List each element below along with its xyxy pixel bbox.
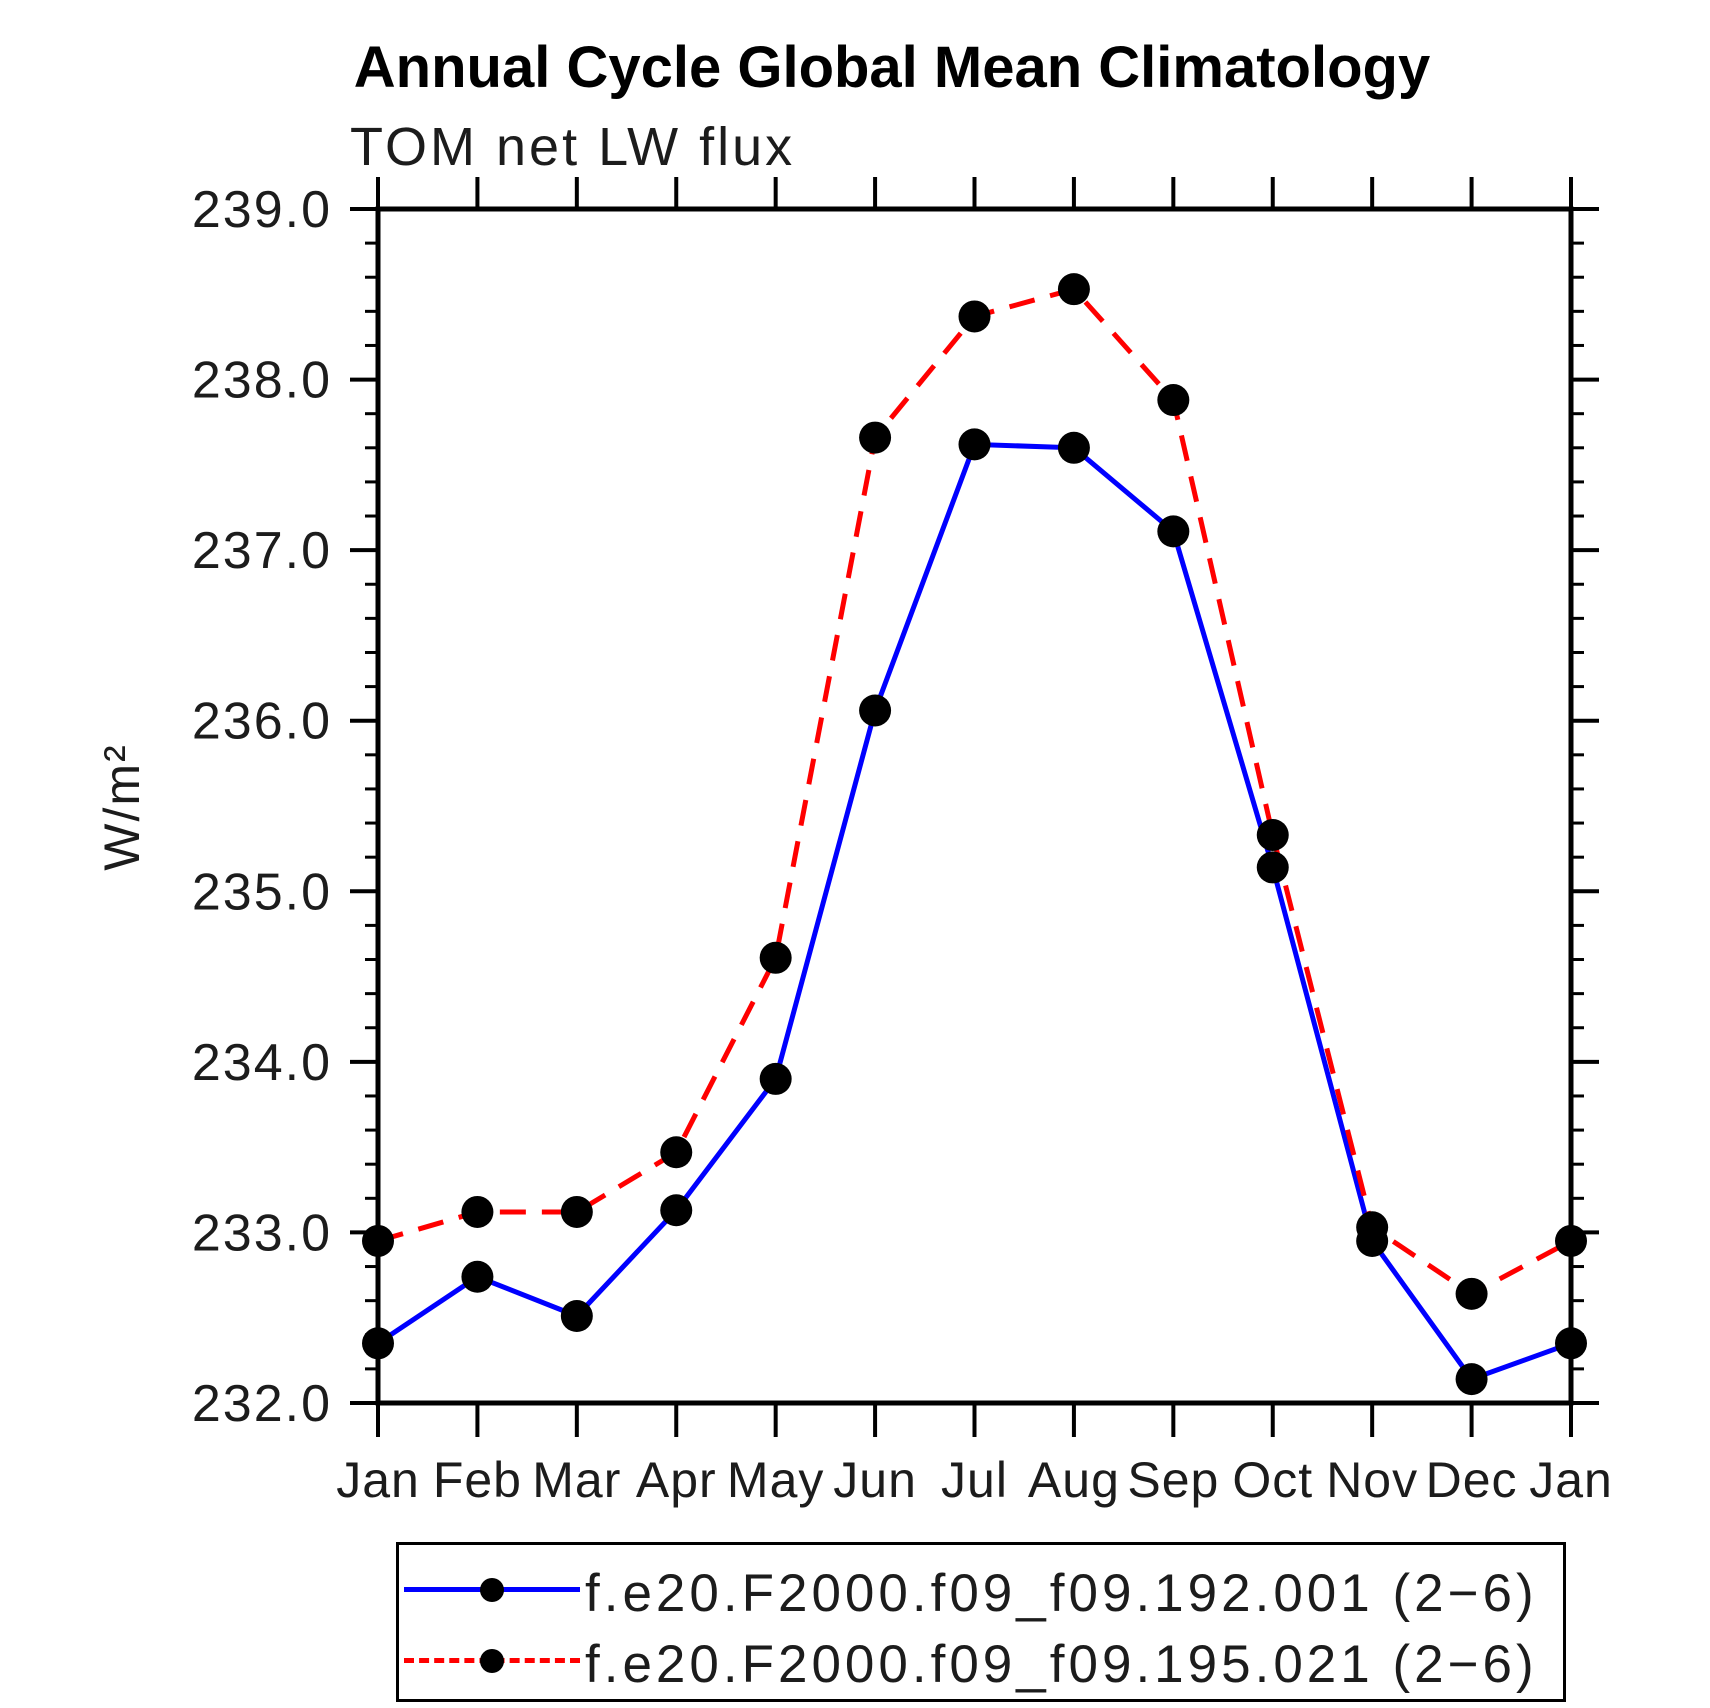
data-point-marker bbox=[1356, 1211, 1389, 1244]
data-point-marker bbox=[759, 941, 792, 974]
legend-entry-series-1: f.e20.F2000.f09_f09.192.001 (2−6) bbox=[399, 1563, 1563, 1623]
data-point-marker bbox=[1455, 1277, 1488, 1310]
legend-marker-icon bbox=[480, 1649, 504, 1673]
y-axis-tick-label: 236.0 bbox=[192, 693, 332, 751]
y-axis-tick-label: 235.0 bbox=[192, 863, 332, 921]
x-axis-tick-label: Apr bbox=[636, 1452, 717, 1508]
data-point-marker bbox=[958, 300, 991, 333]
data-point-marker bbox=[560, 1195, 593, 1228]
y-axis-tick-label: 237.0 bbox=[192, 522, 332, 580]
y-axis-tick-label: 239.0 bbox=[192, 181, 332, 239]
x-axis-tick-label: Jan bbox=[1529, 1452, 1613, 1508]
data-point-marker bbox=[1057, 273, 1090, 306]
data-point-marker bbox=[1057, 431, 1090, 464]
data-point-marker bbox=[1555, 1224, 1587, 1257]
x-axis-tick-label: Jul bbox=[941, 1452, 1008, 1508]
x-axis-tick-label: Aug bbox=[1028, 1452, 1120, 1508]
x-axis-tick-label: Feb bbox=[433, 1452, 522, 1508]
data-point-marker bbox=[362, 1224, 394, 1257]
data-point-marker bbox=[362, 1327, 394, 1360]
y-axis-tick-label: 232.0 bbox=[192, 1375, 332, 1433]
legend-marker-icon bbox=[480, 1578, 504, 1602]
x-axis-tick-label: May bbox=[727, 1452, 824, 1508]
plot-border bbox=[375, 206, 1574, 1406]
data-point-marker bbox=[1157, 384, 1190, 417]
x-axis-tick-label: Mar bbox=[532, 1452, 621, 1508]
y-axis-tick-label: 238.0 bbox=[192, 352, 332, 410]
data-point-marker bbox=[1555, 1327, 1587, 1360]
data-point-marker bbox=[660, 1194, 693, 1227]
legend-line-sample-solid bbox=[404, 1578, 580, 1602]
data-point-marker bbox=[1256, 818, 1289, 851]
legend-label: f.e20.F2000.f09_f09.192.001 (2−6) bbox=[585, 1564, 1538, 1623]
legend-line-sample-dashed bbox=[404, 1649, 580, 1673]
x-axis-tick-label: Jun bbox=[833, 1452, 917, 1508]
y-axis-tick-label: 234.0 bbox=[192, 1034, 332, 1092]
data-point-marker bbox=[1256, 851, 1289, 884]
data-point-marker bbox=[1157, 515, 1190, 548]
chart-subtitle: TOM net LW flux bbox=[350, 117, 796, 177]
y-axis-tick-label: 233.0 bbox=[192, 1204, 332, 1262]
series-line-1 bbox=[376, 441, 1572, 1383]
x-axis-tick-label: Oct bbox=[1232, 1452, 1313, 1508]
legend-entry-series-2: f.e20.F2000.f09_f09.195.021 (2−6) bbox=[399, 1634, 1563, 1694]
data-point-marker bbox=[958, 428, 991, 461]
legend-label: f.e20.F2000.f09_f09.195.021 (2−6) bbox=[585, 1635, 1538, 1694]
x-axis-tick-label: Sep bbox=[1127, 1452, 1219, 1508]
data-point-marker bbox=[759, 1062, 792, 1095]
data-point-marker bbox=[461, 1260, 494, 1293]
chart-title: Annual Cycle Global Mean Climatology bbox=[353, 35, 1431, 100]
legend-box: f.e20.F2000.f09_f09.192.001 (2−6) f.e20.… bbox=[396, 1542, 1566, 1702]
x-axis-tick-label: Jan bbox=[336, 1452, 420, 1508]
x-axis-tick-label: Dec bbox=[1426, 1452, 1518, 1508]
x-axis-tick-label: Nov bbox=[1326, 1452, 1418, 1508]
data-point-marker bbox=[560, 1300, 593, 1333]
data-point-marker bbox=[660, 1136, 693, 1169]
data-point-marker bbox=[1455, 1363, 1488, 1396]
data-point-marker bbox=[859, 694, 892, 727]
data-point-marker bbox=[461, 1195, 494, 1228]
data-point-marker bbox=[859, 421, 892, 454]
